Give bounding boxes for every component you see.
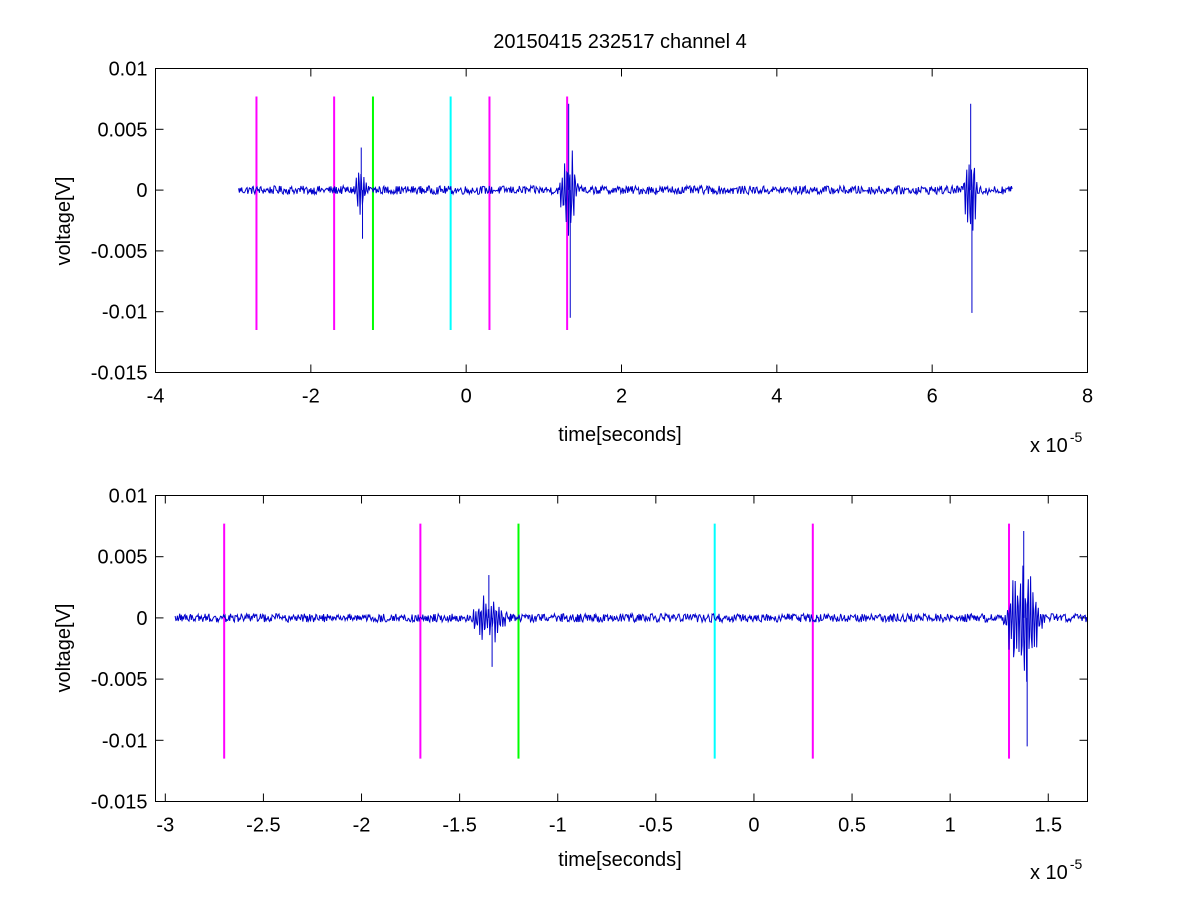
x-tick-label: -3 [156, 815, 174, 837]
voltage-trace-line [174, 565, 1088, 682]
bottom-plot-trace [174, 530, 1088, 747]
x-tick-label: 0.5 [838, 815, 866, 837]
x-tick-label: -4 [147, 386, 165, 408]
y-tick-label: -0.015 [91, 792, 148, 814]
bottom-plot-frame [155, 495, 1088, 802]
x-tick-label: -2 [302, 386, 320, 408]
x-tick-label: -2 [353, 815, 371, 837]
x-tick-label: 8 [1082, 386, 1093, 408]
y-tick-label: 0.005 [97, 119, 147, 141]
y-tick-label: 0 [136, 608, 147, 630]
bottom-plot-markers [223, 523, 1011, 759]
x-tick-label: 0 [748, 815, 759, 837]
top-plot-markers [255, 96, 569, 330]
top-plot-axes: -4 -2 0 2 4 6 8 -0.015 -0.01 -0.005 0 0.005 0.01 tim… [53, 59, 1093, 458]
y-tick-label: -0.005 [91, 241, 148, 263]
x-tick-label: -1.5 [442, 815, 476, 837]
top-plot-frame [155, 68, 1088, 373]
bottom-plot-xlabel: time[seconds] [558, 849, 681, 871]
x-tick-label: 1 [945, 815, 956, 837]
figure-title: 20150415 232517 channel 4 [493, 31, 747, 53]
x-tick-label: 4 [771, 386, 782, 408]
bottom-plot-ticks: -3 -2.5 -2 -1.5 -1 -0.5 0 0.5 1 1.5 -0.015 -0.01 -0.… [91, 486, 1088, 837]
y-tick-label: 0.01 [109, 486, 148, 508]
x-tick-label: -2.5 [246, 815, 280, 837]
top-plot-x-multiplier: x 10 -5 [1030, 429, 1082, 457]
y-tick-label: -0.01 [102, 730, 148, 752]
x-tick-label: -0.5 [639, 815, 673, 837]
x-tick-label: 2 [616, 386, 627, 408]
y-tick-label: -0.015 [91, 363, 148, 385]
top-plot-xlabel: time[seconds] [558, 424, 681, 446]
y-tick-label: -0.005 [91, 669, 148, 691]
x-tick-label: 1.5 [1034, 815, 1062, 837]
y-tick-label: 0.005 [97, 547, 147, 569]
voltage-trace-line [238, 150, 1013, 236]
top-plot-ylabel: voltage[V] [53, 177, 75, 266]
x-tick-label: 6 [927, 386, 938, 408]
bottom-plot-axes: -3 -2.5 -2 -1.5 -1 -0.5 0 0.5 1 1.5 -0.015 -0.01 -0.… [53, 486, 1088, 884]
x-tick-label: 0 [461, 386, 472, 408]
top-plot-trace [238, 103, 1013, 318]
top-plot-ticks: -4 -2 0 2 4 6 8 -0.015 -0.01 -0.005 0 0.005 0.01 [91, 59, 1093, 408]
y-tick-label: -0.01 [102, 302, 148, 324]
y-tick-label: 0.01 [109, 59, 148, 81]
bottom-plot-ylabel: voltage[V] [53, 604, 75, 693]
x-tick-label: -1 [549, 815, 567, 837]
y-tick-label: 0 [136, 180, 147, 202]
bottom-plot-x-multiplier: x 10 -5 [1030, 856, 1082, 884]
